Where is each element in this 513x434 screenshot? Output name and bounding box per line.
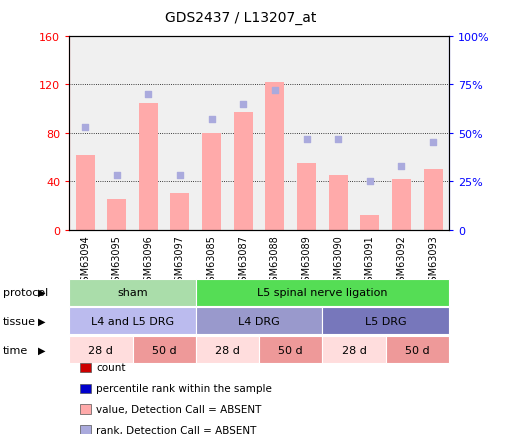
Point [239, 101, 247, 108]
Text: ▶: ▶ [38, 288, 46, 297]
Point [271, 88, 279, 95]
Point [334, 136, 342, 143]
Bar [424, 170, 443, 230]
Bar [107, 200, 126, 230]
Text: 50 d: 50 d [405, 345, 429, 355]
Text: GDS2437 / L13207_at: GDS2437 / L13207_at [165, 11, 317, 25]
Bar [392, 179, 411, 230]
Point [397, 163, 405, 170]
Text: 28 d: 28 d [215, 345, 240, 355]
Bar [202, 134, 221, 230]
Text: L5 DRG: L5 DRG [365, 316, 406, 326]
Text: value, Detection Call = ABSENT: value, Detection Call = ABSENT [96, 404, 261, 414]
Bar [139, 103, 158, 230]
Bar [75, 155, 94, 230]
Text: 28 d: 28 d [342, 345, 366, 355]
Text: ▶: ▶ [38, 316, 46, 326]
Text: tissue: tissue [3, 316, 35, 326]
Point [207, 116, 215, 123]
Text: 50 d: 50 d [279, 345, 303, 355]
Point [81, 124, 89, 131]
Text: count: count [96, 363, 126, 372]
Bar [170, 194, 189, 230]
Text: time: time [3, 345, 28, 355]
Bar [329, 176, 348, 230]
Point [302, 136, 310, 143]
Text: 28 d: 28 d [88, 345, 113, 355]
Point [113, 172, 121, 179]
Point [366, 178, 374, 185]
Bar [265, 83, 284, 230]
Point [144, 91, 152, 98]
Text: L5 spinal nerve ligation: L5 spinal nerve ligation [257, 288, 388, 297]
Text: sham: sham [117, 288, 148, 297]
Bar [360, 216, 379, 230]
Text: L4 DRG: L4 DRG [238, 316, 280, 326]
Text: ▶: ▶ [38, 345, 46, 355]
Text: percentile rank within the sample: percentile rank within the sample [96, 384, 272, 393]
Text: 50 d: 50 d [152, 345, 176, 355]
Bar [297, 164, 316, 230]
Bar [234, 113, 253, 230]
Text: protocol: protocol [3, 288, 48, 297]
Point [429, 140, 437, 147]
Text: rank, Detection Call = ABSENT: rank, Detection Call = ABSENT [96, 425, 256, 434]
Text: L4 and L5 DRG: L4 and L5 DRG [91, 316, 174, 326]
Point [176, 172, 184, 179]
